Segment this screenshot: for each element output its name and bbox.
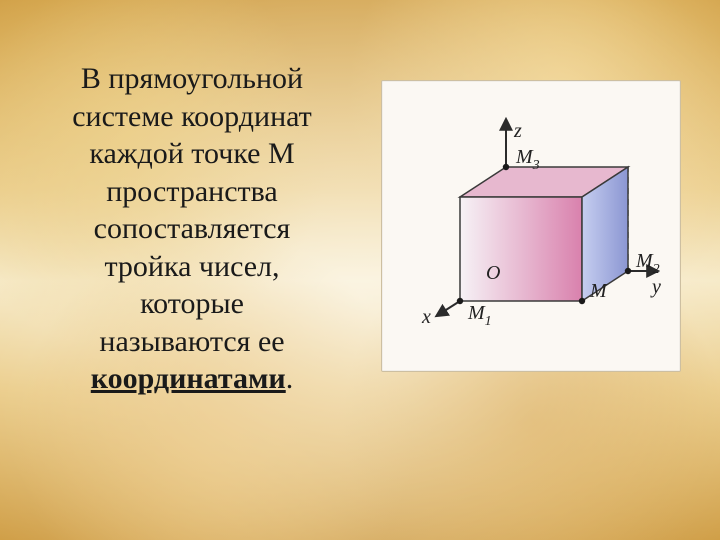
text-line: каждой точке М (89, 137, 294, 170)
text-line: сопоставляется (94, 212, 291, 245)
text-line: которые (140, 287, 244, 320)
text-line: . (286, 362, 294, 395)
svg-text:y: y (650, 276, 661, 298)
svg-text:z: z (513, 120, 522, 142)
cube-svg: z y x O M M1 M2 M3 (382, 81, 682, 373)
text-line: называются ее (99, 325, 284, 358)
svg-text:M: M (589, 280, 608, 302)
svg-text:O: O (486, 262, 500, 284)
text-keyword: координатами (91, 362, 286, 395)
text-line: тройка чисел, (104, 250, 279, 283)
svg-text:M2: M2 (635, 250, 660, 277)
body-text: В прямоугольной системе координат каждой… (18, 56, 366, 398)
text-line: пространства (106, 175, 277, 208)
coordinate-cube-figure: z y x O M M1 M2 M3 (381, 80, 681, 372)
text-line: системе координат (72, 100, 312, 133)
svg-text:M1: M1 (467, 302, 492, 329)
svg-text:x: x (421, 306, 431, 328)
text-line: В прямоугольной (81, 62, 303, 95)
